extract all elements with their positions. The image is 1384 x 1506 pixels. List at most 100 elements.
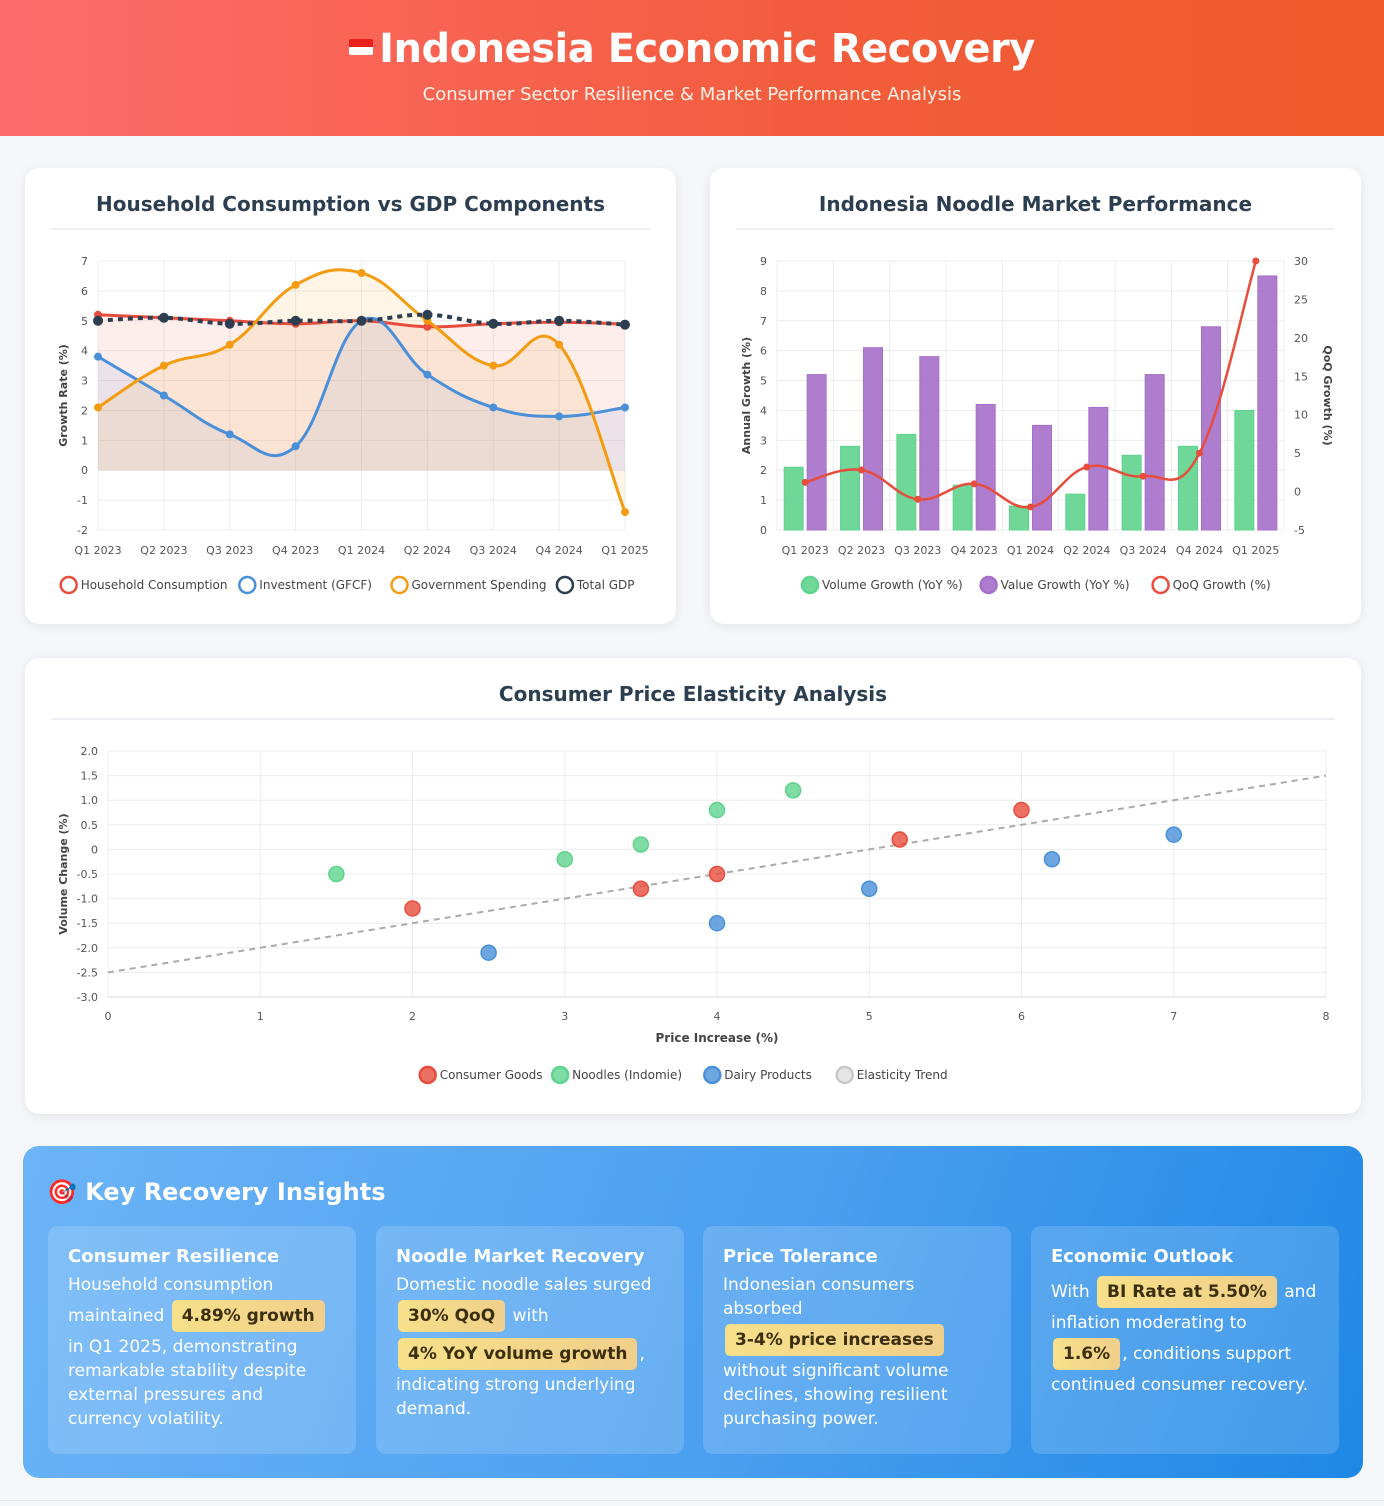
bar bbox=[1009, 505, 1029, 531]
data-point bbox=[356, 315, 367, 326]
y-tick-label: 0 bbox=[81, 464, 88, 477]
y2-axis-label: QoQ Growth (%) bbox=[1321, 345, 1334, 445]
x-tick-label: Q1 2023 bbox=[74, 544, 121, 557]
legend-label: Total GDP bbox=[576, 578, 635, 592]
y-tick-label: 4 bbox=[81, 345, 88, 358]
scatter-point bbox=[708, 914, 726, 932]
data-point bbox=[159, 391, 168, 400]
y-tick-label: -2.5 bbox=[77, 966, 98, 979]
gdp-chart: -2 -1 0 1 2 3 4 5 6 7 Q1 2023 Q2 2023 Q3 2023 Q4 2023… bbox=[57, 255, 649, 595]
indonesia-flag-icon bbox=[349, 39, 374, 55]
data-point bbox=[94, 352, 102, 361]
series-area bbox=[98, 318, 625, 471]
y-tick-label: 1 bbox=[760, 494, 767, 507]
legend-swatch-icon bbox=[418, 1065, 437, 1085]
divider bbox=[51, 718, 1335, 720]
y2-tick-label: 5 bbox=[1294, 447, 1301, 460]
data-point bbox=[224, 318, 235, 329]
elasticity-chart-title: Consumer Price Elasticity Analysis bbox=[498, 682, 888, 706]
elasticity-chart-card: Consumer Price Elasticity Analysis -3.0-… bbox=[25, 658, 1361, 1114]
y-tick-label: 0 bbox=[760, 524, 767, 537]
bar bbox=[783, 466, 804, 531]
legend-label: Consumer Goods bbox=[440, 1068, 543, 1082]
y-tick-label: 5 bbox=[760, 375, 767, 388]
data-point bbox=[621, 508, 629, 517]
data-point bbox=[423, 370, 432, 379]
x-tick-label: Q3 2024 bbox=[1120, 544, 1167, 557]
y2-tick-label: 15 bbox=[1294, 370, 1308, 383]
y-tick-label: 7 bbox=[81, 255, 88, 268]
noodle-chart: 0 1 2 3 4 5 6 7 8 9 -5 0 5 10 15 20 25 30 Q1 2023 Q2 2023 Q3… bbox=[740, 255, 1334, 595]
x-tick-label: 0 bbox=[105, 1010, 112, 1023]
legend-swatch-icon bbox=[703, 1065, 722, 1085]
y-tick-label: 6 bbox=[81, 285, 88, 298]
scatter-point bbox=[708, 865, 726, 883]
legend-label: QoQ Growth (%) bbox=[1173, 578, 1271, 592]
data-point bbox=[423, 322, 432, 331]
bar bbox=[1144, 374, 1165, 531]
insight-card-text: Domestic noodle sales surged 30% QoQ wit… bbox=[396, 1273, 664, 1421]
noodle-chart-title: Indonesia Noodle Market Performance bbox=[818, 192, 1253, 216]
scatter-point bbox=[404, 900, 421, 917]
insight-text: , conditions support continued consumer … bbox=[1051, 1344, 1309, 1395]
x-tick-label: Q2 2023 bbox=[838, 544, 885, 557]
bar bbox=[896, 433, 917, 531]
insight-highlight: 4% YoY volume growth bbox=[398, 1338, 638, 1370]
data-point bbox=[858, 466, 865, 474]
legend-swatch-icon bbox=[835, 1065, 854, 1085]
legend-swatch-icon bbox=[390, 575, 409, 595]
y-tick-label: 6 bbox=[760, 345, 767, 358]
scatter-point bbox=[861, 880, 878, 898]
y-tick-label: 1 bbox=[81, 434, 88, 447]
data-point bbox=[621, 403, 629, 412]
x-tick-label: Q2 2024 bbox=[404, 544, 451, 557]
page-subtitle: Consumer Sector Resilience & Market Perf… bbox=[422, 84, 962, 105]
legend-swatch-icon bbox=[555, 575, 575, 595]
x-tick-label: Q4 2024 bbox=[536, 544, 583, 557]
x-tick-label: Q2 2024 bbox=[1063, 544, 1110, 557]
legend-swatch-icon bbox=[238, 575, 257, 595]
y-tick-label: 0 bbox=[91, 843, 98, 856]
scatter-point bbox=[1013, 801, 1030, 819]
y-tick-label: 0.5 bbox=[81, 819, 99, 832]
x-tick-label: 8 bbox=[1323, 1010, 1330, 1023]
x-tick-label: 4 bbox=[714, 1010, 721, 1023]
bar bbox=[1065, 493, 1086, 531]
data-point bbox=[488, 318, 499, 329]
insight-card-title: Consumer Resilience bbox=[68, 1246, 280, 1267]
scatter-point bbox=[328, 865, 345, 883]
data-point bbox=[489, 403, 498, 412]
scatter-point bbox=[784, 782, 802, 799]
series-line bbox=[804, 260, 1258, 509]
x-tick-label: Q4 2023 bbox=[272, 544, 319, 557]
y-tick-label: 7 bbox=[760, 315, 767, 328]
insight-card-price-tolerance: Price Tolerance Indonesian consumers abs… bbox=[703, 1226, 1011, 1454]
insight-text: With bbox=[1051, 1282, 1096, 1302]
target-icon: 🎯 bbox=[47, 1178, 77, 1206]
y-axis-label: Growth Rate (%) bbox=[57, 344, 70, 447]
x-tick-label: 6 bbox=[1018, 1010, 1025, 1023]
insight-card-title: Price Tolerance bbox=[723, 1246, 878, 1267]
bar bbox=[919, 356, 940, 531]
bar bbox=[952, 484, 973, 531]
x-tick-label: Q1 2024 bbox=[1007, 544, 1054, 557]
insight-card-text: Household consumption maintained 4.89% g… bbox=[68, 1273, 336, 1431]
data-point bbox=[290, 315, 301, 326]
divider bbox=[736, 228, 1335, 230]
y-tick-label: -1 bbox=[77, 494, 88, 507]
y-tick-label: 8 bbox=[760, 285, 767, 298]
gdp-chart-title: Household Consumption vs GDP Components bbox=[96, 192, 605, 216]
y2-tick-label: 20 bbox=[1294, 332, 1308, 345]
legend-swatch-icon bbox=[979, 575, 998, 595]
x-tick-label: Q4 2024 bbox=[1176, 544, 1223, 557]
x-tick-label: 5 bbox=[866, 1010, 873, 1023]
data-point bbox=[801, 478, 809, 486]
y2-tick-label: 0 bbox=[1294, 486, 1301, 499]
scatter-point bbox=[632, 836, 650, 853]
x-tick-label: Q3 2024 bbox=[470, 544, 517, 557]
insights-panel: 🎯 Key Recovery Insights Consumer Resilie… bbox=[23, 1146, 1363, 1478]
insight-card-economic-outlook: Economic Outlook With BI Rate at 5.50% a… bbox=[1031, 1226, 1339, 1454]
legend-label: Dairy Products bbox=[724, 1068, 812, 1082]
insight-highlight: 30% QoQ bbox=[398, 1300, 506, 1332]
bar bbox=[840, 445, 860, 531]
